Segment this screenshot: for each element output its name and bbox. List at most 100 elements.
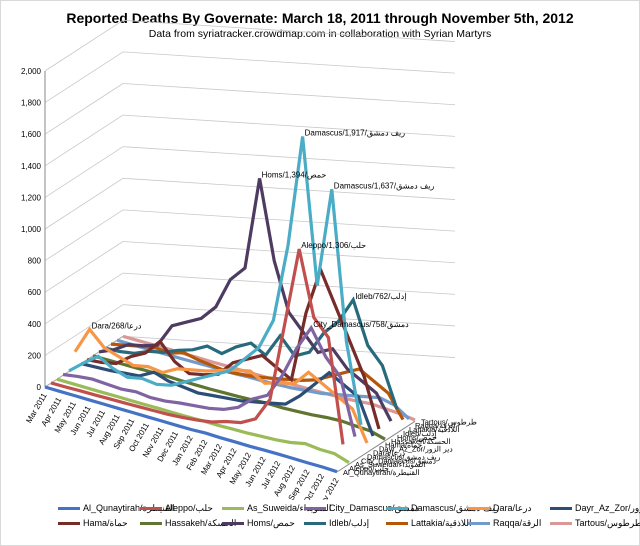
series-line bbox=[50, 248, 345, 445]
depth-label: Damascus/ريف دمشق bbox=[367, 452, 441, 461]
series-line bbox=[98, 178, 393, 422]
legend-swatch bbox=[58, 522, 80, 526]
legend-item: Dayr_Az_Zor/دير الزور bbox=[550, 503, 640, 514]
data-label: Aleppo/حلب/1,306 bbox=[301, 241, 366, 250]
legend-label: Tartous/طرطوس bbox=[575, 518, 640, 528]
y-tick-label: 600 bbox=[28, 288, 42, 297]
y-tick-label: 1,600 bbox=[21, 130, 42, 139]
chart-plot: 0 200 400 600 800 1,000 1,200 1,400 1,600 1,800 2,… bbox=[21, 19, 477, 500]
legend-label: Hassakeh/الحسكة bbox=[165, 518, 236, 528]
gridlines bbox=[44, 19, 456, 388]
legend-swatch bbox=[140, 507, 162, 511]
data-label: Homs/حمص/1,394 bbox=[262, 170, 327, 179]
series-line bbox=[92, 354, 386, 441]
legend-swatch bbox=[550, 507, 572, 511]
depth-label: Hama/حماة bbox=[385, 441, 423, 450]
gridline-side bbox=[44, 304, 124, 356]
y-tick-label: 1,000 bbox=[21, 225, 42, 234]
legend-item: Hama/حماة bbox=[58, 518, 128, 529]
depth-label: Tartous/طرطوس bbox=[421, 417, 477, 426]
series-line bbox=[44, 385, 338, 474]
gridline-side bbox=[44, 51, 124, 103]
legend-item: Hassakeh/الحسكة bbox=[140, 518, 236, 529]
legend-label: Homs/حمص bbox=[247, 518, 295, 528]
gridline-back bbox=[122, 177, 456, 200]
legend-swatch bbox=[304, 507, 326, 511]
series-line bbox=[62, 324, 357, 437]
gridline-back bbox=[122, 241, 456, 264]
legend-swatch bbox=[386, 507, 408, 511]
series-line bbox=[86, 265, 381, 430]
gridline-back bbox=[122, 19, 456, 42]
depth-label: Dara/درعا bbox=[373, 449, 406, 458]
legend-swatch bbox=[468, 522, 490, 526]
legend-swatch bbox=[468, 507, 490, 511]
gridline-side bbox=[44, 177, 124, 230]
series-line bbox=[68, 136, 363, 426]
legend-swatch bbox=[140, 522, 162, 526]
legend-swatch bbox=[550, 522, 572, 526]
depth-label: Homs/حمص bbox=[397, 433, 437, 442]
gridline-side bbox=[44, 209, 124, 261]
legend-item: Idleb/إدلب bbox=[304, 518, 369, 529]
gridline-side bbox=[44, 146, 124, 198]
legend-label: Hama/حماة bbox=[83, 518, 128, 528]
gridline-back bbox=[122, 51, 456, 74]
chart-legend: Al_Qunaytirah/القنيطرةAleppo/حلبAs_Suwei… bbox=[58, 503, 640, 543]
data-label: City_Damascus/دمشق/758 bbox=[313, 320, 409, 329]
y-tick-label: 1,200 bbox=[21, 193, 42, 202]
y-tick-label: 2,000 bbox=[21, 67, 42, 76]
legend-item: Aleppo/حلب bbox=[140, 503, 213, 514]
legend-item: Lattakia/اللاذقية bbox=[386, 518, 472, 529]
y-tick-label: 0 bbox=[37, 383, 42, 392]
depth-label: Al_Qunaytirah/القنيطرة bbox=[343, 468, 420, 477]
series-line bbox=[104, 296, 399, 410]
depth-label: Hassakeh/الحسكة bbox=[391, 437, 451, 446]
depth-label: Aleppo/حلب bbox=[349, 464, 389, 473]
legend-swatch bbox=[386, 522, 408, 526]
legend-label: Raqqa/الرقة bbox=[493, 518, 542, 528]
depth-label: City_Damascus/دمشق bbox=[361, 456, 437, 465]
data-label: Idleb/إدلب/762 bbox=[355, 292, 406, 301]
gridline-side bbox=[44, 19, 124, 72]
legend-swatch bbox=[304, 522, 326, 526]
y-tick-label: 1,400 bbox=[21, 162, 42, 171]
legend-label: Aleppo/حلب bbox=[165, 503, 213, 513]
gridline-side bbox=[44, 83, 124, 135]
gridline-side bbox=[44, 272, 124, 325]
depth-label: Lattakia/اللاذقية bbox=[409, 425, 459, 434]
data-label: Damascus/ريف دمشق/1,917 bbox=[305, 129, 406, 138]
y-tick-label: 1,800 bbox=[21, 99, 42, 108]
gridline-back bbox=[122, 304, 456, 327]
legend-label: Idleb/إدلب bbox=[329, 518, 370, 528]
legend-swatch bbox=[222, 522, 244, 526]
legend-swatch bbox=[222, 507, 244, 511]
depth-label: Idleb/إدلب bbox=[403, 429, 436, 438]
series-line bbox=[73, 326, 369, 444]
depth-label: Dayr_Az_Zor/دير الزور bbox=[379, 445, 453, 454]
gridline-side bbox=[44, 241, 124, 293]
gridline-back bbox=[122, 272, 456, 295]
gridline-back bbox=[122, 146, 456, 169]
gridline-back bbox=[122, 114, 456, 137]
gridline-side bbox=[44, 114, 124, 167]
gridline-back bbox=[122, 209, 456, 232]
legend-label: Dayr_Az_Zor/دير الزور bbox=[575, 503, 640, 513]
y-tick-label: 200 bbox=[28, 351, 42, 360]
legend-item: Dara/درعا bbox=[468, 503, 531, 514]
chart-title: Reported Deaths By Governate: March 18, … bbox=[66, 10, 574, 26]
data-label: Damascus/ريف دمشق/1,637 bbox=[334, 181, 435, 190]
series-line bbox=[80, 362, 375, 437]
depth-axis bbox=[336, 420, 416, 473]
depth-label: As_Suweida/السويداء bbox=[355, 460, 425, 469]
legend-item: Homs/حمص bbox=[222, 518, 295, 529]
legend-label: Lattakia/اللاذقية bbox=[411, 518, 472, 528]
legend-item: Raqqa/الرقة bbox=[468, 518, 541, 529]
depth-label: Raqqa/الرقة bbox=[415, 421, 455, 430]
legend-item: Tartous/طرطوس bbox=[550, 518, 640, 529]
legend-label: Dara/درعا bbox=[493, 503, 532, 513]
y-tick-label: 800 bbox=[28, 257, 42, 266]
data-label: Dara/درعا/268 bbox=[92, 321, 142, 330]
gridline-back bbox=[122, 83, 456, 106]
legend-swatch bbox=[58, 507, 80, 511]
